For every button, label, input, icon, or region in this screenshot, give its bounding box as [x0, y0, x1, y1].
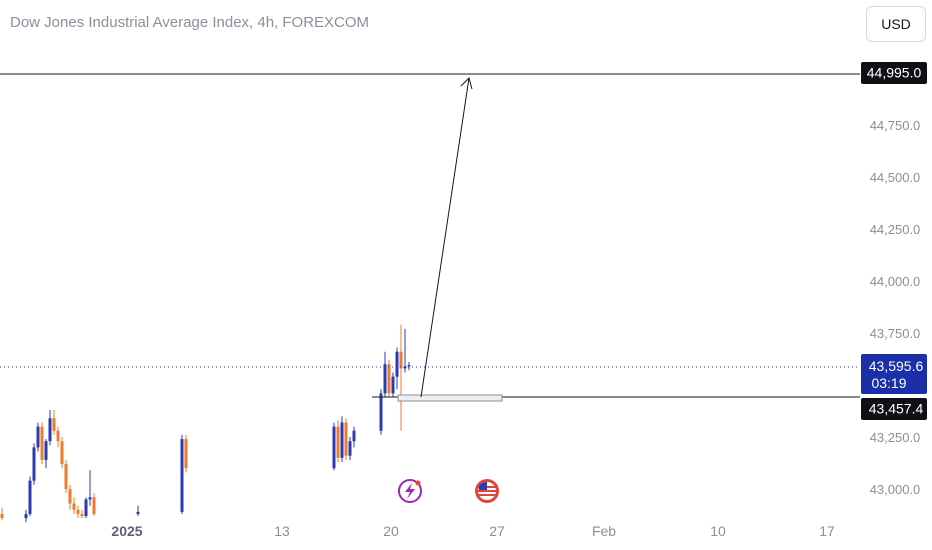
candle-body [184, 439, 188, 469]
target-price-tag: 44,995.0 [861, 62, 927, 84]
candle-body [64, 464, 68, 490]
earnings-event-icon[interactable] [398, 479, 422, 503]
candle-body [407, 365, 411, 367]
candle-body [44, 441, 48, 460]
candle-body [60, 441, 64, 465]
zone-price-label: 43,457.4 [869, 401, 924, 417]
zone-rectangle[interactable] [397, 394, 503, 402]
candle-body [40, 426, 44, 460]
y-tick-label: 44,250.0 [870, 222, 921, 237]
candle-body [180, 439, 184, 512]
candle-body [332, 426, 336, 469]
projection-arrowhead [460, 77, 473, 90]
candle-body [387, 364, 391, 394]
chart-title: Dow Jones Industrial Average Index, 4h, … [10, 14, 370, 31]
candle-body [56, 430, 60, 442]
candle-body [72, 503, 76, 510]
candle-body [399, 351, 403, 369]
candle-body [340, 422, 344, 458]
candle-body [28, 480, 32, 514]
candle-body [0, 513, 4, 519]
candle-body [92, 497, 96, 514]
candle-body [136, 511, 140, 514]
x-tick-label: 27 [489, 523, 505, 539]
projection-arrow-line[interactable] [420, 77, 470, 398]
currency-button[interactable]: USD [866, 6, 926, 42]
zone-price-tag: 43,457.4 [861, 398, 927, 420]
levels-layer [0, 73, 860, 402]
y-tick-label: 44,750.0 [870, 118, 921, 133]
candle-body [344, 422, 348, 456]
y-tick-label: 44,500.0 [870, 170, 921, 185]
candle-body [352, 430, 356, 442]
current-price-tag: 43,595.6 03:19 [861, 354, 927, 394]
y-tick-label: 44,000.0 [870, 274, 921, 289]
bar-countdown: 03:19 [871, 375, 906, 391]
candle-body [84, 499, 88, 517]
y-axis: 44,750.0 44,500.0 44,250.0 44,000.0 43,750.0… [870, 118, 921, 497]
candle-body [52, 418, 56, 431]
x-tick-label: 10 [710, 523, 726, 539]
y-tick-label: 43,750.0 [870, 326, 921, 341]
candle-body [336, 426, 340, 458]
event-markers [398, 479, 499, 503]
candle-body [348, 441, 352, 456]
candle-body [80, 513, 84, 517]
candle-body [48, 418, 52, 442]
x-tick-label: Feb [592, 523, 616, 539]
candle-body [68, 489, 72, 504]
x-tick-label: 20 [383, 523, 399, 539]
x-tick-label: 17 [819, 523, 835, 539]
candle-body [88, 497, 92, 500]
candle-body [36, 426, 40, 448]
y-tick-label: 43,250.0 [870, 430, 921, 445]
y-tick-label: 43,000.0 [870, 482, 921, 497]
x-tick-label: 13 [274, 523, 290, 539]
current-price-label: 43,595.6 [869, 358, 924, 374]
candle-body [391, 376, 395, 394]
target-price-label: 44,995.0 [867, 65, 922, 81]
candle-body [24, 513, 28, 519]
x-tick-label: 2025 [111, 523, 142, 539]
candles-layer [0, 324, 411, 523]
candle-body [76, 509, 80, 514]
candle-body [379, 393, 383, 431]
x-axis: 2025 13 20 27 Feb 10 17 [111, 523, 835, 539]
candle-body [383, 364, 387, 394]
us-flag-event-icon[interactable] [475, 479, 499, 503]
candle-body [395, 351, 399, 377]
candle-body [32, 447, 36, 481]
